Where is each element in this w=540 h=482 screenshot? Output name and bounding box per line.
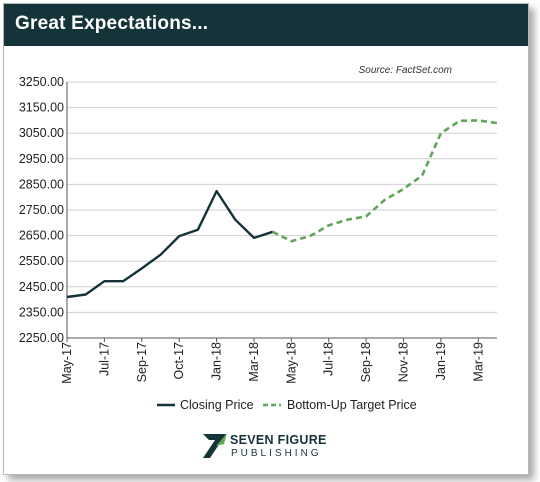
- x-tick-label: Oct-17: [172, 342, 186, 380]
- legend-label-target-price: Bottom-Up Target Price: [287, 398, 417, 412]
- y-axis-ticks: 3250.00 3150.00 3050.00 2950.00 2850.00 2750.…: [19, 75, 64, 345]
- x-tick-label: Jul-18: [322, 342, 336, 376]
- x-tick-label: May-17: [60, 342, 74, 384]
- x-tick-label: Mar-18: [247, 342, 261, 382]
- y-tick-label: 2350.00: [19, 305, 64, 319]
- x-tick-label: Jan-19: [434, 342, 448, 380]
- chart-title: Great Expectations...: [15, 13, 209, 34]
- x-tick-label: Jul-17: [97, 342, 111, 376]
- y-tick-label: 2750.00: [19, 203, 64, 217]
- legend-label-closing-price: Closing Price: [180, 398, 254, 412]
- axes: [66, 82, 497, 339]
- y-tick-label: 3150.00: [19, 101, 64, 115]
- seven-figure-logo-icon: [203, 433, 227, 458]
- y-tick-label: 3250.00: [19, 75, 64, 89]
- legend: Closing Price Bottom-Up Target Price: [157, 398, 417, 412]
- x-tick-label: Sep-18: [359, 342, 373, 382]
- brand-logo: SEVEN FIGURE PUBLISHING: [203, 433, 327, 459]
- brand-line-1: SEVEN FIGURE: [230, 433, 327, 447]
- gridlines: [67, 81, 497, 339]
- series-lines: [66, 119, 498, 299]
- y-tick-label: 2950.00: [19, 152, 64, 166]
- series-line-target-price: [272, 119, 498, 243]
- series-line-closing-price: [66, 189, 274, 299]
- y-tick-label: 2250.00: [19, 331, 64, 345]
- x-axis-ticks: May-17 Jul-17 Sep-17 Oct-17 Jan-18 Mar-18 May-…: [60, 338, 485, 384]
- x-tick-label: Sep-17: [135, 342, 149, 382]
- title-bar: Great Expectations...: [4, 4, 528, 46]
- brand-line-2: PUBLISHING: [231, 448, 322, 459]
- x-tick-label: Mar-19: [471, 342, 485, 382]
- x-tick-label: May-18: [284, 342, 298, 384]
- x-tick-label: Jan-18: [210, 342, 224, 380]
- y-tick-label: 2550.00: [19, 254, 64, 268]
- y-tick-label: 2650.00: [19, 229, 64, 243]
- source-note: Source: FactSet.com: [359, 65, 452, 76]
- y-tick-label: 2850.00: [19, 177, 64, 191]
- y-tick-label: 2450.00: [19, 280, 64, 294]
- x-tick-label: Nov-18: [397, 342, 411, 382]
- y-tick-label: 3050.00: [19, 126, 64, 140]
